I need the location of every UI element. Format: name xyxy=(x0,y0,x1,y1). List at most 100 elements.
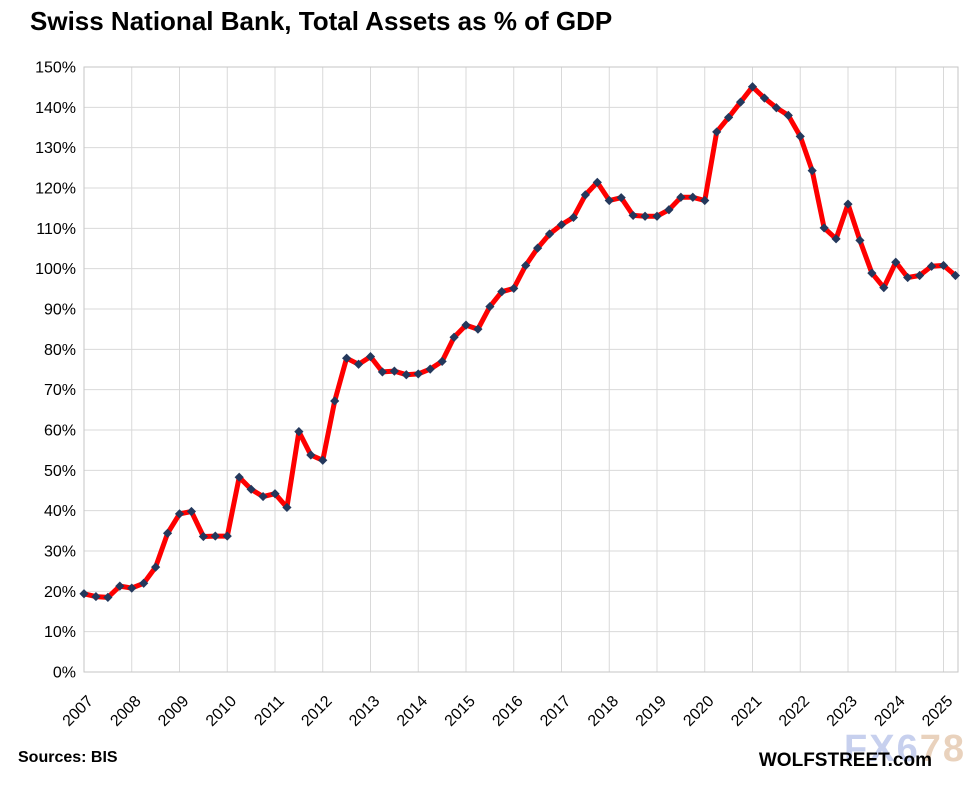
data-point-marker xyxy=(294,427,304,437)
data-point-marker xyxy=(139,578,149,588)
data-point-marker xyxy=(568,212,579,223)
data-point-marker xyxy=(282,502,292,513)
data-point-marker xyxy=(628,210,638,221)
x-axis-year-label: 2009 xyxy=(155,693,192,730)
data-point-marker xyxy=(330,396,340,406)
data-point-marker xyxy=(186,506,197,517)
fx678-watermark-part1: FX6 xyxy=(844,728,920,770)
data-point-marker xyxy=(234,472,244,482)
data-point-marker xyxy=(688,192,698,202)
x-axis-year-label: 2012 xyxy=(298,693,335,730)
data-point-marker xyxy=(759,93,770,103)
data-point-marker xyxy=(258,491,268,502)
data-point-marker xyxy=(556,220,567,230)
data-point-marker xyxy=(783,110,793,120)
data-point-marker xyxy=(771,103,781,113)
sources-label: Sources: BIS xyxy=(18,749,118,766)
data-point-marker xyxy=(867,268,877,278)
wolfstreet-brand: WOLFSTREET.com xyxy=(758,750,932,771)
data-point-marker xyxy=(855,235,865,246)
fx678-watermark-part2: 78 xyxy=(919,728,966,770)
y-axis-tick-label: 140% xyxy=(35,100,76,117)
data-point-marker xyxy=(747,82,758,92)
data-point-marker xyxy=(831,234,841,244)
x-axis-year-label: 2008 xyxy=(107,693,144,730)
data-point-marker xyxy=(807,166,817,176)
data-point-marker xyxy=(652,211,662,221)
chart-title: Swiss National Bank, Total Assets as % o… xyxy=(30,6,613,36)
data-point-marker xyxy=(664,205,674,215)
data-point-marker xyxy=(473,324,483,334)
data-point-marker xyxy=(497,287,507,297)
y-axis-tick-label: 120% xyxy=(35,181,76,198)
data-point-marker xyxy=(700,195,710,206)
y-axis-tick-label: 90% xyxy=(44,302,76,319)
data-point-marker xyxy=(437,356,447,367)
data-point-marker xyxy=(198,531,208,542)
data-point-marker xyxy=(795,131,805,141)
data-point-marker xyxy=(926,261,937,271)
data-point-marker xyxy=(580,190,590,200)
data-point-marker xyxy=(162,528,173,538)
data-point-marker xyxy=(712,127,722,137)
x-axis-year-label: 2024 xyxy=(871,693,908,730)
data-point-marker xyxy=(353,359,364,369)
data-point-marker xyxy=(115,581,125,591)
data-point-marker xyxy=(151,562,161,572)
data-point-marker xyxy=(521,260,531,271)
data-point-marker xyxy=(246,484,256,494)
y-axis-tick-label: 50% xyxy=(44,463,76,480)
data-point-marker xyxy=(891,257,901,267)
x-axis-year-label: 2019 xyxy=(633,693,670,730)
x-axis-year-label: 2015 xyxy=(442,693,479,730)
data-point-marker xyxy=(127,583,137,593)
y-axis-tick-label: 80% xyxy=(44,342,76,359)
y-axis-tick-label: 150% xyxy=(35,60,76,77)
x-axis-year-label: 2020 xyxy=(680,693,717,730)
data-point-marker xyxy=(103,592,113,602)
data-point-marker xyxy=(79,589,89,599)
x-axis-year-label: 2022 xyxy=(776,693,813,730)
x-axis-year-label: 2007 xyxy=(60,693,97,730)
data-point-marker xyxy=(544,229,555,239)
data-point-marker xyxy=(91,591,101,602)
y-axis-tick-label: 130% xyxy=(35,140,76,157)
data-point-marker xyxy=(365,351,376,362)
plot-area-border xyxy=(83,66,959,673)
x-axis-year-label: 2014 xyxy=(394,693,431,730)
chart-canvas: 0% 10% 20% 30% 40% 50% 60% 70% 80% 90% 100% 110% 120… xyxy=(35,60,961,730)
y-axis-tick-label: 40% xyxy=(44,503,76,520)
data-point-marker xyxy=(485,301,495,312)
data-point-marker xyxy=(533,243,543,253)
data-point-marker xyxy=(413,369,423,379)
data-point-marker xyxy=(735,97,746,107)
data-point-marker xyxy=(377,367,388,377)
data-point-marker xyxy=(174,509,185,519)
data-point-marker xyxy=(401,370,411,380)
x-axis-year-label: 2023 xyxy=(824,693,861,730)
data-point-marker xyxy=(449,332,459,342)
data-point-marker xyxy=(819,223,829,233)
data-point-marker xyxy=(938,260,949,271)
x-axis-year-label: 2016 xyxy=(489,693,526,730)
x-axis-year-label: 2010 xyxy=(203,693,240,730)
y-axis-tick-label: 70% xyxy=(44,382,76,399)
data-point-marker xyxy=(509,283,519,294)
data-point-marker xyxy=(604,195,614,206)
y-axis-tick-label: 110% xyxy=(36,221,76,238)
x-axis-year-label: 2018 xyxy=(585,693,622,730)
x-axis-year-label: 2021 xyxy=(728,693,765,730)
y-axis-tick-label: 30% xyxy=(44,544,76,561)
data-point-marker xyxy=(342,353,352,363)
x-axis-year-label: 2017 xyxy=(537,693,574,730)
data-point-marker xyxy=(425,364,435,374)
data-point-marker xyxy=(592,177,602,187)
x-axis-year-label: 2013 xyxy=(346,693,383,730)
x-axis-year-label: 2025 xyxy=(919,693,956,730)
data-point-marker xyxy=(879,283,889,293)
y-axis-tick-label: 60% xyxy=(44,423,76,440)
x-axis-year-label: 2011 xyxy=(251,693,287,729)
data-point-marker xyxy=(676,192,686,202)
data-point-marker xyxy=(306,450,316,460)
